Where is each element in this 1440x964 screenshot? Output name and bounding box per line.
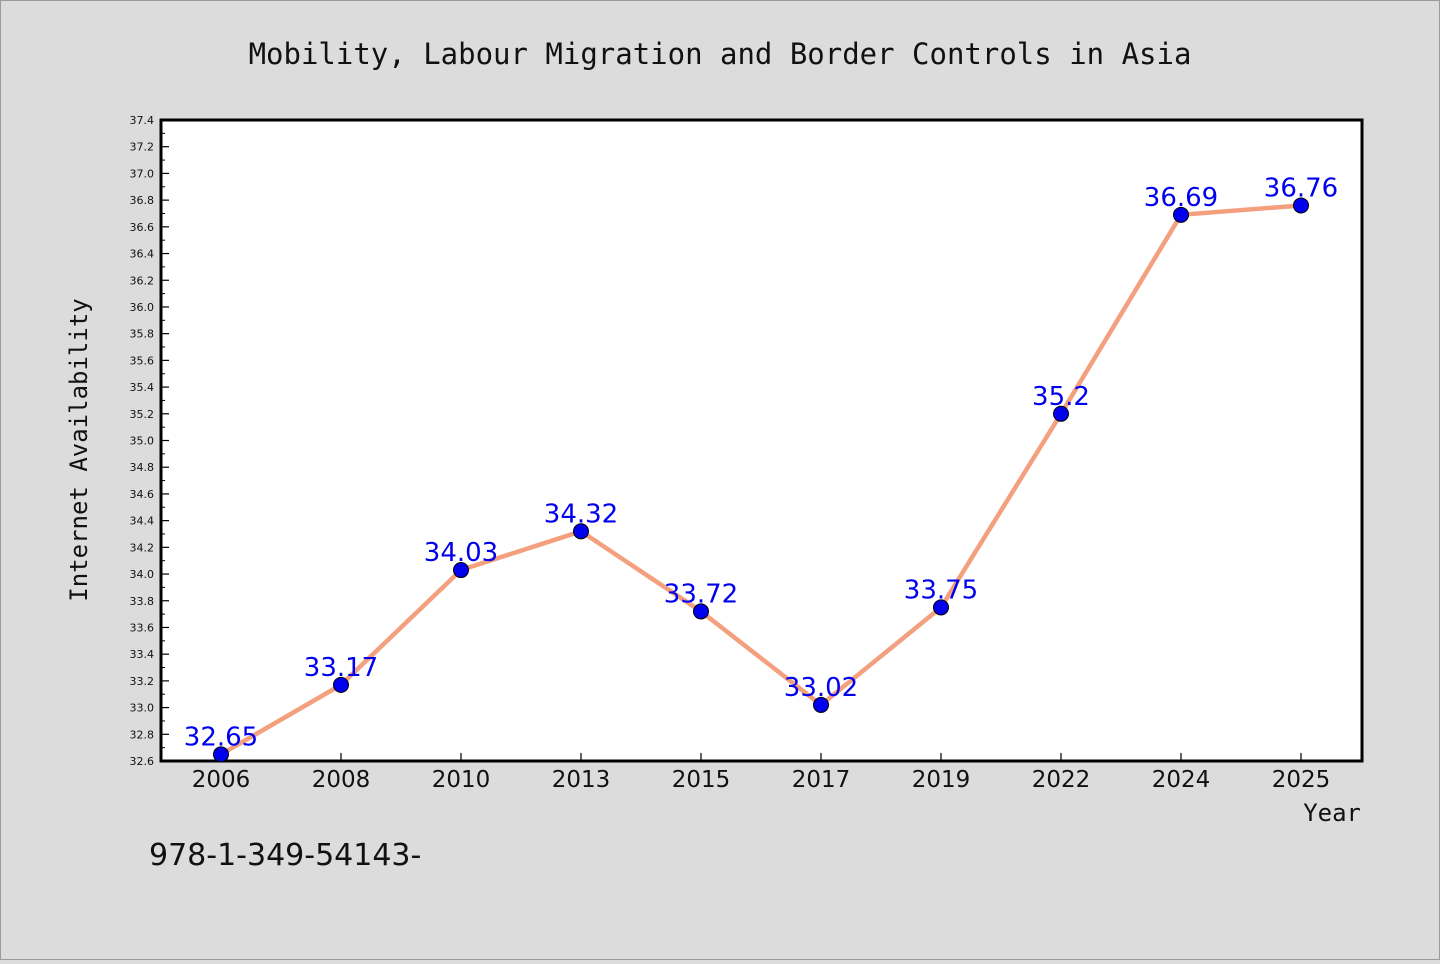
data-point bbox=[1293, 197, 1309, 214]
y-tick-label: 37.4 bbox=[130, 114, 155, 127]
x-tick-label: 2015 bbox=[672, 767, 731, 793]
data-point bbox=[693, 603, 709, 620]
x-tick-label: 2022 bbox=[1032, 767, 1091, 793]
y-tick-label: 33.8 bbox=[130, 595, 155, 608]
y-tick-label: 35.8 bbox=[130, 328, 155, 341]
x-axis: 2006 2008 2010 2013 2015 2017 2019 2022 2024 2025 bbox=[192, 753, 1331, 793]
y-tick-label: 32.8 bbox=[130, 728, 155, 741]
x-tick-label: 2013 bbox=[552, 767, 611, 793]
y-tick-label: 35.6 bbox=[130, 354, 155, 367]
y-axis-label: Internet Availability bbox=[65, 298, 93, 601]
y-tick-label: 34.2 bbox=[130, 541, 155, 554]
y-axis: 32.6 32.8 33.0 33.2 33.4 33.6 33.8 34.0 34.2 34.4… bbox=[130, 114, 169, 768]
y-tick-label: 33.6 bbox=[130, 621, 155, 634]
y-tick-label: 36.2 bbox=[130, 274, 155, 287]
y-tick-label: 36.6 bbox=[130, 221, 155, 234]
data-point bbox=[1173, 206, 1189, 223]
data-label: 33.17 bbox=[304, 653, 378, 683]
y-tick-label: 34.6 bbox=[130, 488, 155, 501]
y-tick-label: 36.0 bbox=[130, 301, 155, 314]
y-tick-label: 33.2 bbox=[130, 675, 155, 688]
data-label: 34.32 bbox=[544, 499, 618, 529]
y-tick-label: 34.8 bbox=[130, 461, 155, 474]
data-point bbox=[213, 746, 229, 763]
x-tick-label: 2025 bbox=[1272, 767, 1331, 793]
x-tick-label: 2019 bbox=[912, 767, 971, 793]
x-tick-label: 2006 bbox=[192, 767, 251, 793]
data-point bbox=[573, 523, 589, 540]
footer-code: 978-1-349-54143- bbox=[149, 838, 421, 873]
x-tick-label: 2017 bbox=[792, 767, 851, 793]
y-tick-label: 36.4 bbox=[130, 248, 155, 261]
series-line bbox=[218, 203, 1304, 757]
y-tick-label: 35.4 bbox=[130, 381, 155, 394]
data-point bbox=[333, 676, 349, 693]
y-tick-label: 37.0 bbox=[130, 167, 155, 180]
data-point bbox=[453, 562, 469, 579]
x-tick-label: 2010 bbox=[432, 767, 491, 793]
data-point bbox=[1053, 405, 1069, 422]
data-label: 35.2 bbox=[1032, 382, 1090, 412]
data-label: 36.76 bbox=[1264, 173, 1338, 203]
data-point bbox=[813, 696, 829, 713]
y-tick-label: 36.8 bbox=[130, 194, 155, 207]
chart-title: Mobility, Labour Migration and Border Co… bbox=[249, 37, 1192, 71]
x-tick-label: 2008 bbox=[312, 767, 371, 793]
y-tick-label: 32.6 bbox=[130, 755, 155, 768]
y-tick-label: 37.2 bbox=[130, 141, 155, 154]
data-label: 33.02 bbox=[784, 673, 858, 703]
data-label: 33.72 bbox=[664, 579, 738, 609]
y-tick-label: 35.2 bbox=[130, 408, 155, 421]
x-tick-label: 2024 bbox=[1152, 767, 1211, 793]
data-point bbox=[933, 599, 949, 616]
data-label: 32.65 bbox=[184, 722, 258, 752]
data-label: 36.69 bbox=[1144, 183, 1218, 213]
x-axis-label: Year bbox=[1303, 799, 1361, 827]
y-tick-label: 33.4 bbox=[130, 648, 155, 661]
data-series: 32.65 33.17 34.03 34.32 33.72 33.02 33.75 35.2 3… bbox=[184, 173, 1338, 763]
y-tick-label: 34.0 bbox=[130, 568, 155, 581]
plot-area bbox=[159, 118, 1364, 763]
data-label: 34.03 bbox=[424, 538, 498, 568]
y-tick-label: 35.0 bbox=[130, 435, 155, 448]
y-tick-label: 34.4 bbox=[130, 515, 155, 528]
data-label: 33.75 bbox=[904, 575, 978, 605]
y-tick-label: 33.0 bbox=[130, 702, 155, 715]
